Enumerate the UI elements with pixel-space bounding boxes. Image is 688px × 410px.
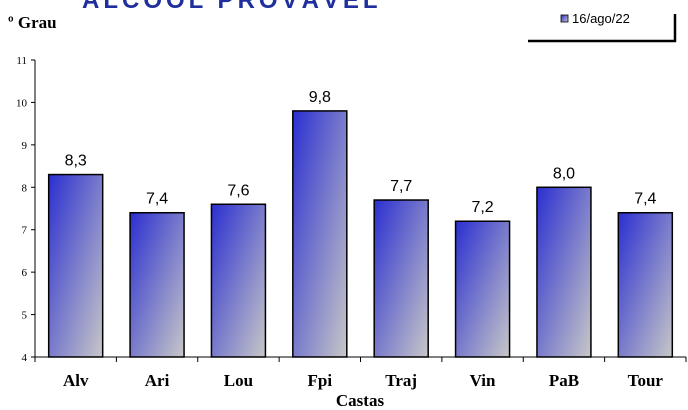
x-tick-label-fpi: Fpi: [308, 371, 333, 390]
bars: [47, 110, 674, 358]
bar-traj: [373, 199, 429, 358]
x-tick-label-ari: Ari: [145, 371, 170, 390]
bar-tour: [617, 211, 674, 358]
bar-lou: [210, 203, 267, 358]
x-tick-label-vin: Vin: [470, 371, 496, 390]
data-label-tour: 7,4: [634, 191, 656, 208]
data-label-pab: 8,0: [553, 165, 575, 182]
y-tick-label: 8: [22, 182, 28, 194]
chart-title: ÁLCOOL PROVÁVEL: [82, 0, 382, 14]
data-label-alv: 8,3: [65, 153, 87, 170]
x-tick-label-alv: Alv: [63, 371, 89, 390]
data-labels: 8,3 7,4 7,6 9,8 7,7 7,2 8,0 7,4: [65, 89, 657, 216]
data-label-traj: 7,7: [390, 178, 412, 195]
x-axis-label: Castas: [336, 391, 385, 410]
x-tick-label-lou: Lou: [224, 371, 253, 390]
y-tick-label: 7: [22, 225, 28, 237]
x-tick-label-tour: Tour: [628, 371, 664, 390]
data-label-vin: 7,2: [471, 199, 493, 216]
bar-pab: [536, 186, 592, 358]
x-tick-label-pab: PaB: [549, 371, 579, 390]
legend: 16/ago/22: [528, 11, 677, 43]
bar-vin: [454, 220, 511, 358]
y-tick-label: 11: [16, 55, 27, 67]
y-tick-label: 10: [16, 97, 28, 109]
y-tick-label: 6: [22, 267, 28, 279]
x-ticks: Alv Ari Lou Fpi Traj Vin PaB Tour: [34, 357, 687, 390]
legend-label: 16/ago/22: [572, 11, 630, 26]
data-label-ari: 7,4: [146, 191, 168, 208]
x-tick-label-traj: Traj: [385, 371, 417, 390]
y-axis-label: º Grau: [8, 13, 57, 32]
y-tick-label: 9: [22, 140, 28, 152]
bar-ari: [129, 211, 185, 358]
bar-fpi: [292, 110, 348, 358]
data-label-fpi: 9,8: [309, 89, 331, 106]
legend-swatch: [560, 14, 569, 23]
data-label-lou: 7,6: [227, 182, 249, 199]
y-ticks: 4 5 6 7 8 9 10 11: [16, 55, 35, 364]
y-tick-label: 5: [22, 310, 28, 322]
bar-alv: [47, 173, 104, 358]
y-tick-label: 4: [22, 352, 28, 364]
